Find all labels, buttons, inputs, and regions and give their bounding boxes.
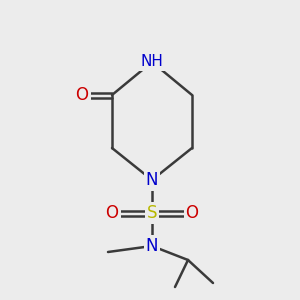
- Text: O: O: [76, 86, 88, 104]
- Text: N: N: [146, 171, 158, 189]
- Text: S: S: [147, 204, 157, 222]
- Text: NH: NH: [141, 55, 164, 70]
- Text: O: O: [106, 204, 118, 222]
- Text: O: O: [185, 204, 199, 222]
- Text: N: N: [146, 237, 158, 255]
